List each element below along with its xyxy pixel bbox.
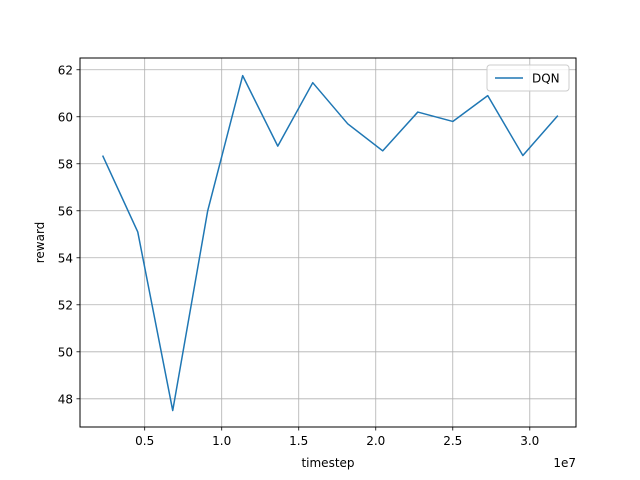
series-layer	[101, 74, 559, 412]
x-tick-label: 0.5	[135, 434, 154, 448]
x-axis-offset-text: 1e7	[553, 456, 576, 470]
y-tick-label: 58	[58, 157, 73, 171]
legend: DQN	[486, 64, 570, 92]
series-line-dqn	[101, 74, 559, 412]
plot-frame	[79, 57, 577, 428]
y-tick-label: 52	[58, 298, 73, 312]
grid-lines	[80, 58, 576, 427]
y-tick-label: 48	[58, 392, 73, 406]
x-axis-label: timestep	[301, 456, 354, 470]
legend-box	[486, 64, 570, 92]
y-tick-label: 50	[58, 345, 73, 359]
x-axis-ticks: 0.5 1.0 1.5 2.0 2.5 3.0	[135, 427, 539, 448]
y-tick-label: 56	[58, 204, 73, 218]
x-tick-label: 2.5	[443, 434, 462, 448]
y-axis-label: reward	[33, 222, 47, 264]
x-tick-label: 1.5	[289, 434, 308, 448]
y-tick-label: 62	[58, 63, 73, 77]
y-tick-label: 60	[58, 110, 73, 124]
x-tick-label: 1.0	[212, 434, 231, 448]
y-axis-ticks: 48 50 52 54 56 58 60 62	[58, 63, 80, 406]
x-tick-label: 2.0	[366, 434, 385, 448]
legend-label: DQN	[532, 72, 560, 86]
y-tick-label: 54	[58, 251, 73, 265]
x-tick-label: 3.0	[520, 434, 539, 448]
